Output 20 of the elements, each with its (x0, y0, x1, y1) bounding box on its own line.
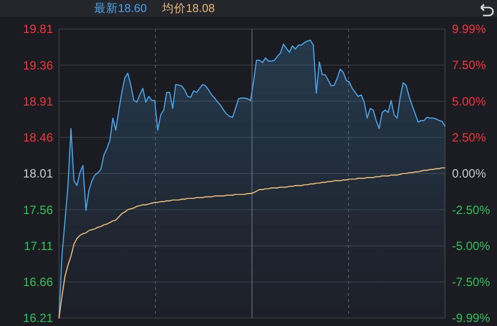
y2-tick-label: -7.50% (452, 275, 490, 290)
y-tick-label: 19.81 (22, 22, 54, 36)
y2-tick-label: 0.00% (452, 166, 486, 181)
y2-tick-label: 9.99% (452, 22, 486, 36)
y2-tick-label: -5.00% (452, 239, 490, 254)
y-tick-label: 16.21 (22, 311, 54, 326)
y-tick-label: 17.56 (22, 202, 54, 217)
text: 最新18.60 (94, 1, 147, 15)
y-tick-label: 19.36 (22, 58, 54, 72)
y2-tick-label: -2.50% (452, 202, 490, 217)
y-tick-label: 18.91 (22, 94, 54, 108)
y-tick-label: 17.11 (24, 238, 54, 253)
y-tick-label: 18.01 (22, 166, 54, 181)
y2-tick-label: 5.00% (452, 94, 486, 108)
y-tick-label: 16.66 (22, 275, 54, 290)
y2-tick-label: 7.50% (452, 58, 486, 72)
y-tick-label: 18.46 (22, 130, 54, 145)
y2-tick-label: -9.99% (452, 311, 490, 326)
y2-tick-label: 2.50% (452, 130, 486, 145)
text: 均价18.08 (161, 2, 215, 15)
